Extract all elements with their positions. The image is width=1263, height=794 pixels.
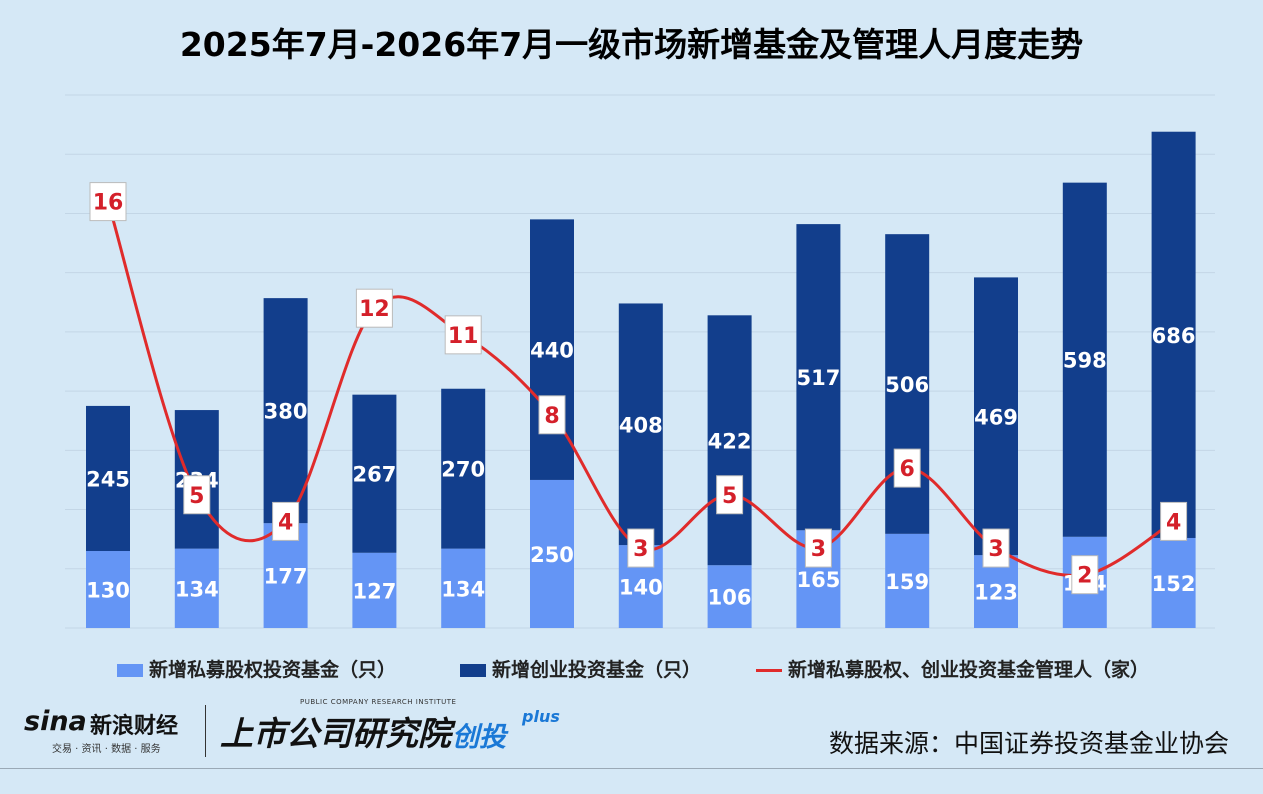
data-label-vc: 440: [530, 339, 574, 363]
bar-vc: [352, 394, 397, 553]
data-label-vc: 506: [885, 373, 929, 397]
data-label-box-mgr: [444, 315, 482, 355]
data-label-box-mgr: [804, 528, 832, 568]
data-label-mgr: 6: [900, 457, 915, 482]
data-label-pe: 134: [441, 577, 485, 601]
bar-vc: [441, 388, 486, 549]
logo-divider: [205, 705, 206, 757]
data-label-mgr: 3: [811, 537, 826, 562]
data-label-box-mgr: [272, 501, 300, 541]
research-institute-logo: PUBLIC COMPANY RESEARCH INSTITUTE 上市公司研究…: [220, 697, 600, 759]
data-source: 数据来源：中国证券投资基金业协会: [828, 729, 1229, 758]
data-label-box-mgr: [982, 528, 1010, 568]
venture-plus-label: 创投: [452, 722, 506, 753]
data-label-mgr: 11: [448, 324, 479, 349]
data-label-pe: 159: [885, 570, 929, 594]
data-label-mgr: 8: [544, 404, 559, 429]
bar-vc: [1151, 131, 1196, 538]
legend-swatch-pe: [117, 664, 143, 677]
series-line-mgr: [106, 201, 1175, 578]
data-label-vc: 270: [441, 458, 485, 482]
institute-english-name: PUBLIC COMPANY RESEARCH INSTITUTE: [300, 698, 457, 706]
data-label-vc: 517: [796, 366, 840, 390]
data-label-mgr: 3: [633, 537, 648, 562]
data-label-box-mgr: [1071, 555, 1099, 595]
data-label-vc: 245: [86, 467, 130, 491]
bar-pe: [174, 548, 219, 628]
legend-label-vc: 新增创业投资基金（只）: [492, 659, 702, 681]
data-label-vc: 408: [619, 413, 663, 437]
data-label-vc: 686: [1152, 324, 1196, 348]
sina-finance-name: 新浪财经: [90, 714, 179, 739]
bar-pe: [441, 548, 486, 628]
bar-pe: [86, 551, 130, 628]
data-label-vc: 422: [708, 429, 752, 453]
data-label-mgr: 5: [722, 484, 737, 509]
data-label-box-mgr: [716, 475, 744, 515]
legend-label-pe: 新增私募股权投资基金（只）: [149, 659, 397, 681]
chart-title: 2025年7月-2026年7月一级市场新增基金及管理人月度走势: [179, 25, 1084, 64]
data-label-mgr: 4: [278, 510, 293, 535]
data-label-box-mgr: [1160, 501, 1188, 541]
chart-legend: 新增私募股权投资基金（只） 新增创业投资基金（只） 新增私募股权、创业投资基金管…: [0, 655, 1263, 683]
bar-vc: [263, 298, 308, 524]
data-label-box-mgr: [355, 288, 393, 328]
bar-pe: [530, 479, 574, 628]
chart-bars: [86, 131, 1196, 628]
data-label-pe: 140: [619, 576, 663, 600]
chart-canvas: 1302451342341773801272671342702504401404…: [65, 94, 1215, 629]
sina-wordmark: sina: [24, 706, 87, 737]
bar-vc: [1062, 182, 1107, 537]
legend-item-mgr: 新增私募股权、创业投资基金管理人（家）: [756, 655, 1149, 682]
data-label-pe: 127: [352, 579, 396, 603]
data-label-mgr: 2: [1077, 564, 1092, 589]
chart-line: [106, 201, 1175, 578]
data-label-vc: 598: [1063, 349, 1107, 373]
bar-vc: [707, 315, 752, 566]
data-label-pe: 165: [796, 568, 840, 592]
data-label-vc: 380: [264, 400, 308, 424]
legend-item-pe: 新增私募股权投资基金（只）: [117, 655, 396, 682]
data-label-mgr: 16: [93, 191, 124, 216]
data-label-box-mgr: [89, 182, 127, 222]
data-label-pe: 250: [530, 543, 574, 567]
bar-pe: [1151, 537, 1196, 628]
data-label-vc: 267: [352, 463, 396, 487]
chart-labels: 1302451342341773801272671342702504401404…: [86, 182, 1196, 610]
data-label-mgr: 12: [359, 297, 390, 322]
legend-item-vc: 新增创业投资基金（只）: [460, 655, 701, 682]
data-label-box-mgr: [893, 448, 921, 488]
data-label-pe: 106: [708, 586, 752, 610]
data-label-box-mgr: [183, 475, 211, 515]
legend-swatch-vc: [460, 664, 486, 677]
legend-label-mgr: 新增私募股权、创业投资基金管理人（家）: [788, 659, 1150, 681]
data-label-mgr: 3: [988, 537, 1003, 562]
data-label-box-mgr: [538, 395, 566, 435]
bar-pe: [885, 533, 930, 628]
bar-vc: [86, 405, 130, 552]
data-label-box-mgr: [627, 528, 655, 568]
bar-vc: [618, 303, 663, 546]
legend-swatch-mgr: [756, 669, 782, 672]
institute-chinese-name: 上市公司研究院: [220, 714, 451, 753]
data-label-pe: 152: [1152, 572, 1196, 596]
data-label-mgr: 4: [1166, 510, 1181, 535]
data-label-pe: 123: [974, 581, 1018, 605]
data-label-mgr: 5: [189, 484, 204, 509]
data-label-vc: 469: [974, 405, 1018, 429]
bar-vc: [974, 277, 1018, 556]
sina-tagline: 交易 · 资讯 · 数据 · 服务: [52, 744, 161, 755]
data-label-pe: 130: [86, 579, 130, 603]
plus-label: plus: [522, 707, 560, 726]
sina-finance-logo: sina 新浪财经 交易 · 资讯 · 数据 · 服务: [24, 700, 199, 758]
data-label-pe: 134: [175, 577, 219, 601]
footer-divider: [0, 768, 1263, 769]
bar-pe: [707, 565, 752, 628]
bar-pe: [352, 552, 397, 628]
data-label-pe: 177: [264, 565, 308, 589]
bar-vc: [796, 224, 841, 531]
